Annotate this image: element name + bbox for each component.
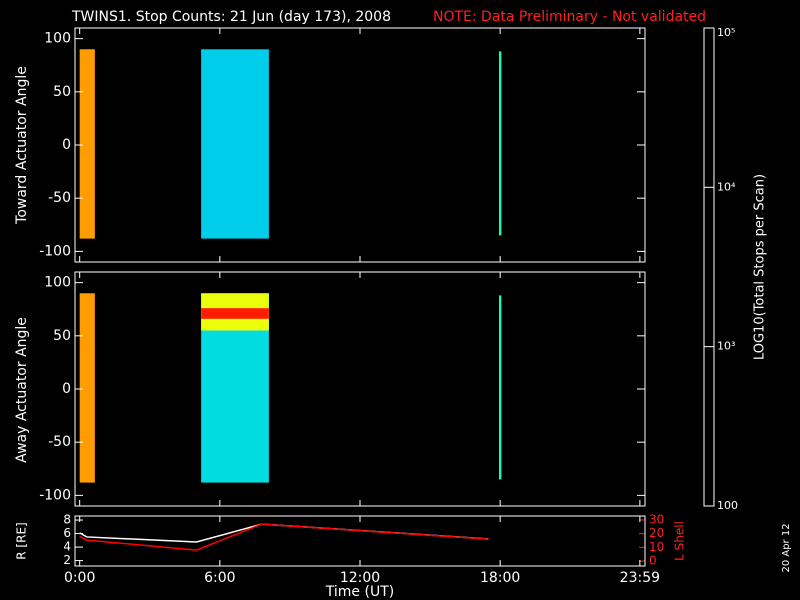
y2-axis-label: L Shell [673, 521, 687, 561]
x-tick-label: 12:00 [340, 570, 380, 586]
date-stamp: 20 Apr 12 [781, 523, 792, 572]
y-tick-label: 6 [63, 526, 71, 540]
y-tick-label: 100 [44, 31, 71, 47]
y-tick-label: -100 [39, 487, 71, 503]
heat-cell [79, 293, 95, 483]
y-tick-label: -50 [48, 190, 71, 206]
y-tick-label: 2 [63, 553, 71, 567]
y-tick-label: -100 [39, 243, 71, 259]
y-tick-label: -50 [48, 434, 71, 450]
colorbar-label: LOG10(Total Stops per Scan) [753, 174, 768, 360]
plot-frame [74, 27, 646, 263]
y-axis-label: Away Actuator Angle [14, 317, 30, 463]
y2-tick-label: 10 [649, 540, 664, 554]
y-tick-label: 4 [63, 540, 71, 554]
x-tick-label: 23:59 [620, 570, 660, 586]
line-series [79, 523, 489, 543]
y-tick-label: 50 [53, 84, 71, 100]
y-tick-label: 8 [63, 513, 71, 527]
chart-title: TWINS1. Stop Counts: 21 Jun (day 173), 2… [71, 9, 391, 25]
y-axis-label: R [RE] [15, 522, 29, 559]
x-axis-label: Time (UT) [325, 584, 394, 600]
x-tick-label: 18:00 [480, 570, 520, 586]
y-tick-label: 0 [62, 137, 71, 153]
heat-cell [201, 308, 269, 319]
y2-tick-label: 20 [649, 526, 664, 540]
x-tick-label: 0:00 [64, 570, 95, 586]
y2-tick-label: 30 [649, 512, 664, 526]
colorbar-tick-label: 10³ [717, 340, 735, 353]
x-tick-label: 6:00 [204, 570, 235, 586]
line-series [79, 523, 489, 551]
y-axis-label: Toward Actuator Angle [14, 66, 30, 225]
colorbar-tick-label: 10⁵ [717, 26, 735, 39]
heat-cell [79, 49, 95, 239]
colorbar-tick-label: 10⁴ [717, 180, 736, 193]
heat-cell [201, 49, 269, 239]
y-tick-label: 0 [62, 381, 71, 397]
y-tick-label: 100 [44, 275, 71, 291]
y-tick-label: 50 [53, 328, 71, 344]
y2-tick-label: 0 [649, 554, 657, 568]
plot-frame [74, 271, 646, 507]
colorbar-tick-label: 100 [717, 499, 738, 512]
colorbar [703, 27, 715, 507]
heat-cell [498, 51, 502, 236]
heat-cell [498, 295, 502, 480]
note: NOTE: Data Preliminary - Not validated [433, 9, 706, 25]
